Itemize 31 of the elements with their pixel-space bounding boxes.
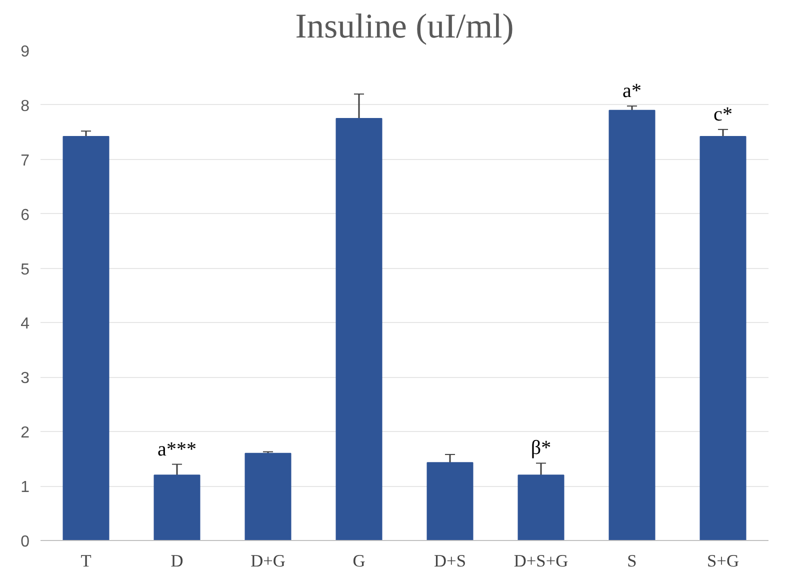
bar	[700, 136, 746, 540]
y-tick-label: 0	[20, 534, 30, 550]
annotation: β*	[530, 437, 552, 460]
x-tick-label: S	[627, 552, 637, 570]
bar	[154, 474, 200, 540]
y-tick-label: 7	[20, 152, 30, 170]
y-tick-label: 1	[20, 479, 30, 496]
chart-title: Insuline (uI/ml)	[295, 8, 514, 46]
y-tick-label: 2	[20, 424, 30, 442]
bar	[62, 136, 110, 540]
x-tick-label: D+S+G	[514, 552, 568, 570]
y-tick-label: 9	[20, 44, 30, 60]
bar	[518, 474, 564, 540]
y-tick-label: 8	[20, 98, 30, 115]
bar	[336, 118, 382, 540]
annotation: c*	[714, 103, 732, 126]
x-tick-label: D+G	[250, 552, 286, 570]
y-tick-label: 3	[20, 370, 30, 388]
y-tick-label: 5	[20, 261, 30, 278]
bar	[608, 110, 656, 540]
x-tick-label: D+S	[434, 552, 466, 570]
annotation: a*	[622, 80, 642, 102]
x-tick-label: G	[352, 552, 366, 570]
x-tick-label: S+G	[707, 552, 739, 570]
y-tick-label: 4	[20, 316, 30, 333]
y-tick-label: 6	[20, 206, 30, 224]
annotation: a***	[158, 438, 196, 460]
x-tick-label: T	[80, 552, 92, 570]
x-tick-label: D	[170, 552, 184, 570]
bar	[426, 462, 474, 540]
bar	[244, 452, 292, 540]
